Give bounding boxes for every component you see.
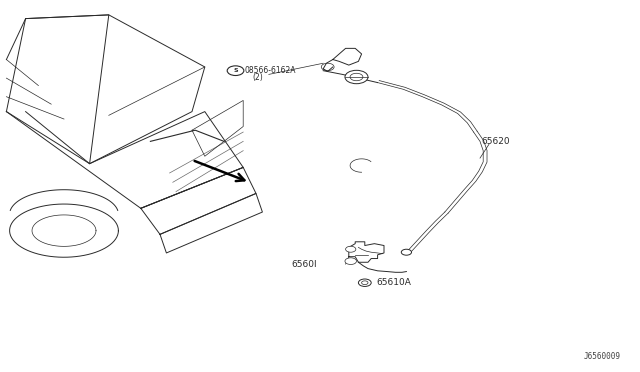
Circle shape [346, 246, 356, 252]
Circle shape [345, 258, 356, 264]
Circle shape [345, 70, 368, 84]
Text: J6560009: J6560009 [584, 352, 621, 361]
Circle shape [401, 249, 412, 255]
Polygon shape [10, 204, 118, 257]
Text: S: S [233, 68, 238, 73]
Text: 65610A: 65610A [376, 278, 411, 287]
Text: (2): (2) [253, 73, 264, 81]
Text: 08566-6162A: 08566-6162A [244, 66, 296, 75]
Text: 65620: 65620 [481, 137, 510, 146]
Text: 6560l: 6560l [291, 260, 317, 269]
Circle shape [358, 279, 371, 286]
